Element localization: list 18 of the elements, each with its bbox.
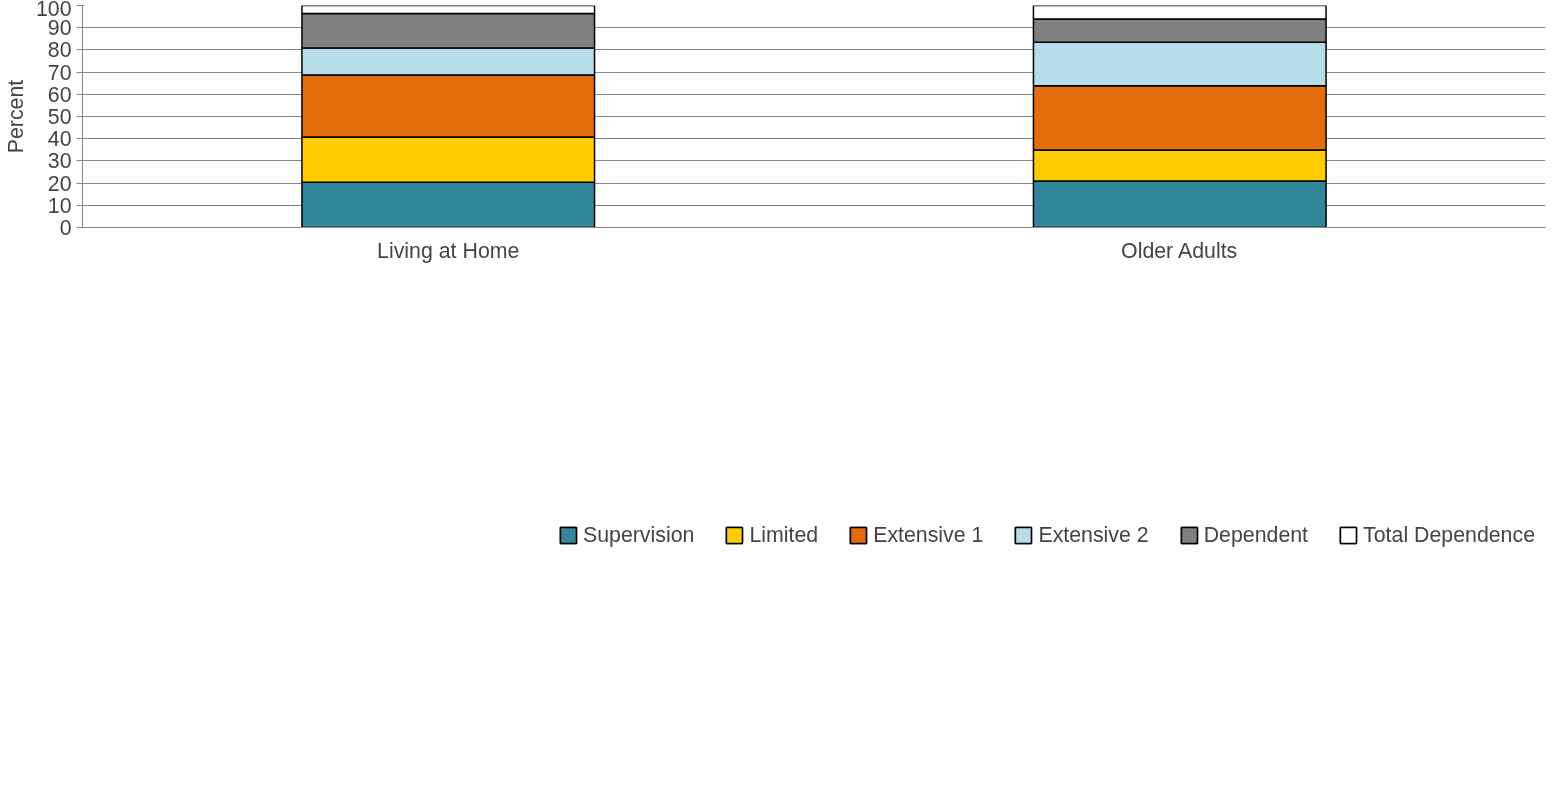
y-tick-label: 70 [47, 60, 72, 85]
y-tick-label: 50 [47, 105, 72, 129]
legend-label: Limited [749, 522, 819, 548]
legend-label: Total Dependence [1363, 522, 1535, 548]
legend-label: Dependent [1203, 522, 1309, 548]
y-tick-label: 40 [47, 127, 72, 152]
legend-label: Extensive 2 [1038, 522, 1149, 548]
y-tick-label: 10 [47, 193, 72, 218]
y-tick-label: 20 [47, 171, 72, 196]
legend-label: Extensive 1 [873, 522, 984, 548]
x-tick-label: Living at Home [377, 238, 520, 263]
y-tick-label: 30 [47, 149, 72, 174]
x-tick-label: Older Adults [1121, 238, 1238, 263]
y-tick-label: 0 [59, 216, 72, 240]
y-tick-label: 60 [47, 82, 72, 107]
y-axis-title: Percent [3, 79, 28, 154]
legend-label: Supervision [582, 522, 695, 548]
y-tick-label: 80 [47, 38, 72, 63]
